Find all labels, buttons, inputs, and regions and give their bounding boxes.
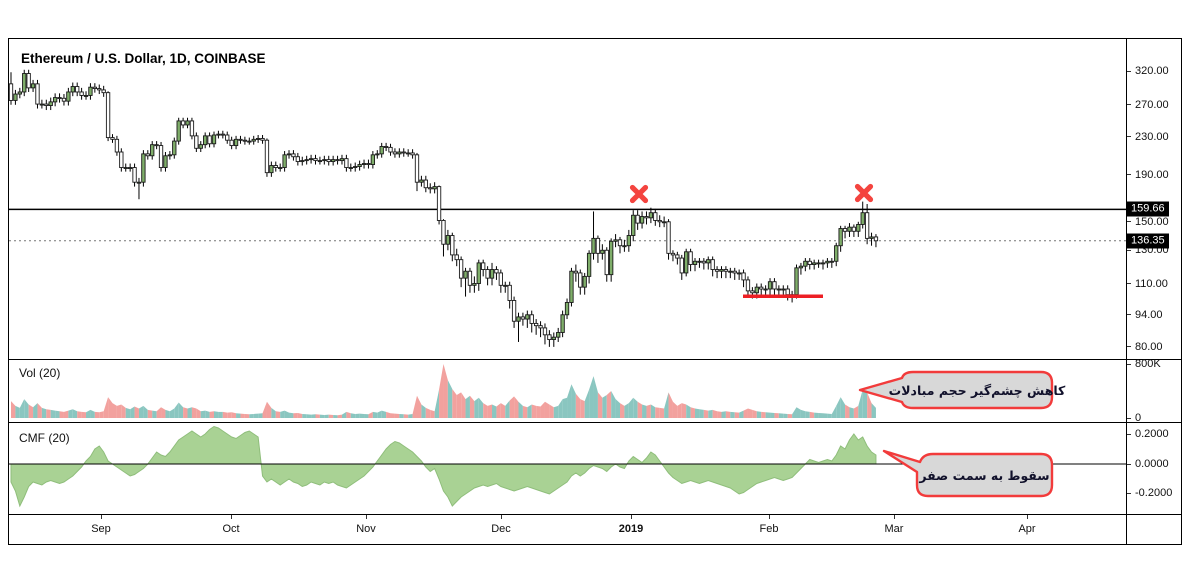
time-tickmark-Dec <box>501 515 502 519</box>
time-tickmark-Apr <box>1027 515 1028 519</box>
time-label-Apr: Apr <box>1018 523 1036 535</box>
time-label-Oct: Oct <box>222 523 240 535</box>
price-tick-80.00: 80.00 <box>1127 341 1163 353</box>
time-tickmark-Mar <box>894 515 895 519</box>
price-tick-94.00: 94.00 <box>1127 309 1163 321</box>
cmf-area <box>10 425 877 508</box>
candlesticks[interactable] <box>9 69 879 347</box>
time-label-Dec: Dec <box>491 523 511 535</box>
price-tick-150.00: 150.00 <box>1127 216 1169 228</box>
time-label-Mar: Mar <box>884 523 904 535</box>
time-tickmark-Nov <box>366 515 367 519</box>
volume-callout-bubble <box>858 370 1054 410</box>
cmf-indicator-label: CMF (20) <box>19 431 70 445</box>
panel-separator-2 <box>9 422 1181 423</box>
price-tick-270.00: 270.00 <box>1127 99 1169 111</box>
volume-tick-0: 0 <box>1127 412 1141 424</box>
volume-callout-text: کاهش چشم‌گیر حجم مبادلات <box>888 382 1066 398</box>
cmf-callout-bubble <box>882 449 1054 498</box>
main-price-panel[interactable]: Ethereum / U.S. Dollar, 1D, COINBASE <box>9 39 1126 359</box>
rejection-x-marker-2[interactable] <box>854 183 874 203</box>
volume-callout[interactable]: کاهش چشم‌گیر حجم مبادلات <box>857 370 1066 410</box>
chart-frame: Ethereum / U.S. Dollar, 1D, COINBASE Vol… <box>8 38 1182 545</box>
time-label-Nov: Nov <box>356 523 376 535</box>
cmf-panel[interactable]: CMF (20) <box>9 423 1126 514</box>
volume-area-chart[interactable] <box>9 360 1126 422</box>
volume-tick-800K: 800K <box>1127 358 1161 370</box>
time-label-Feb: Feb <box>759 523 779 535</box>
cmf-tick-0.2000: 0.2000 <box>1127 428 1169 440</box>
panel-separator-1 <box>9 359 1181 360</box>
panel-separator-3 <box>9 514 1181 515</box>
cmf-tick--0.2000: -0.2000 <box>1127 487 1172 499</box>
volume-indicator-label: Vol (20) <box>19 366 61 380</box>
price-label-last: 136.35 <box>1127 233 1169 249</box>
cmf-callout[interactable]: سقوط به سمت صفر <box>881 445 1055 499</box>
volume-area <box>11 364 876 418</box>
symbol-title: Ethereum / U.S. Dollar, 1D, COINBASE <box>21 51 266 66</box>
volume-panel[interactable]: Vol (20) <box>9 360 1126 422</box>
cmf-tick-0.0000: 0.0000 <box>1127 458 1169 470</box>
time-axis[interactable]: Sep Oct Nov Dec 2019 Feb Mar Apr <box>9 515 1126 543</box>
rejection-x-marker-1[interactable] <box>629 184 649 204</box>
price-tick-230.00: 230.00 <box>1127 131 1169 143</box>
price-tick-190.00: 190.00 <box>1127 169 1169 181</box>
time-tickmark-2019 <box>631 515 632 519</box>
time-label-2019: 2019 <box>618 523 644 535</box>
price-tick-110.00: 110.00 <box>1127 278 1168 290</box>
price-label-resistance: 159.66 <box>1127 201 1169 217</box>
price-tick-320.00: 320.00 <box>1127 65 1169 77</box>
time-tickmark-Feb <box>769 515 770 519</box>
candlestick-chart[interactable] <box>9 39 1126 359</box>
price-axis[interactable]: 159.66 136.35 320.00 270.00 230.00 190.00 15… <box>1126 39 1182 544</box>
cmf-callout-text: سقوط به سمت صفر <box>919 467 1050 483</box>
time-label-Sep: Sep <box>91 523 111 535</box>
time-tickmark-Sep <box>101 515 102 519</box>
time-tickmark-Oct <box>231 515 232 519</box>
